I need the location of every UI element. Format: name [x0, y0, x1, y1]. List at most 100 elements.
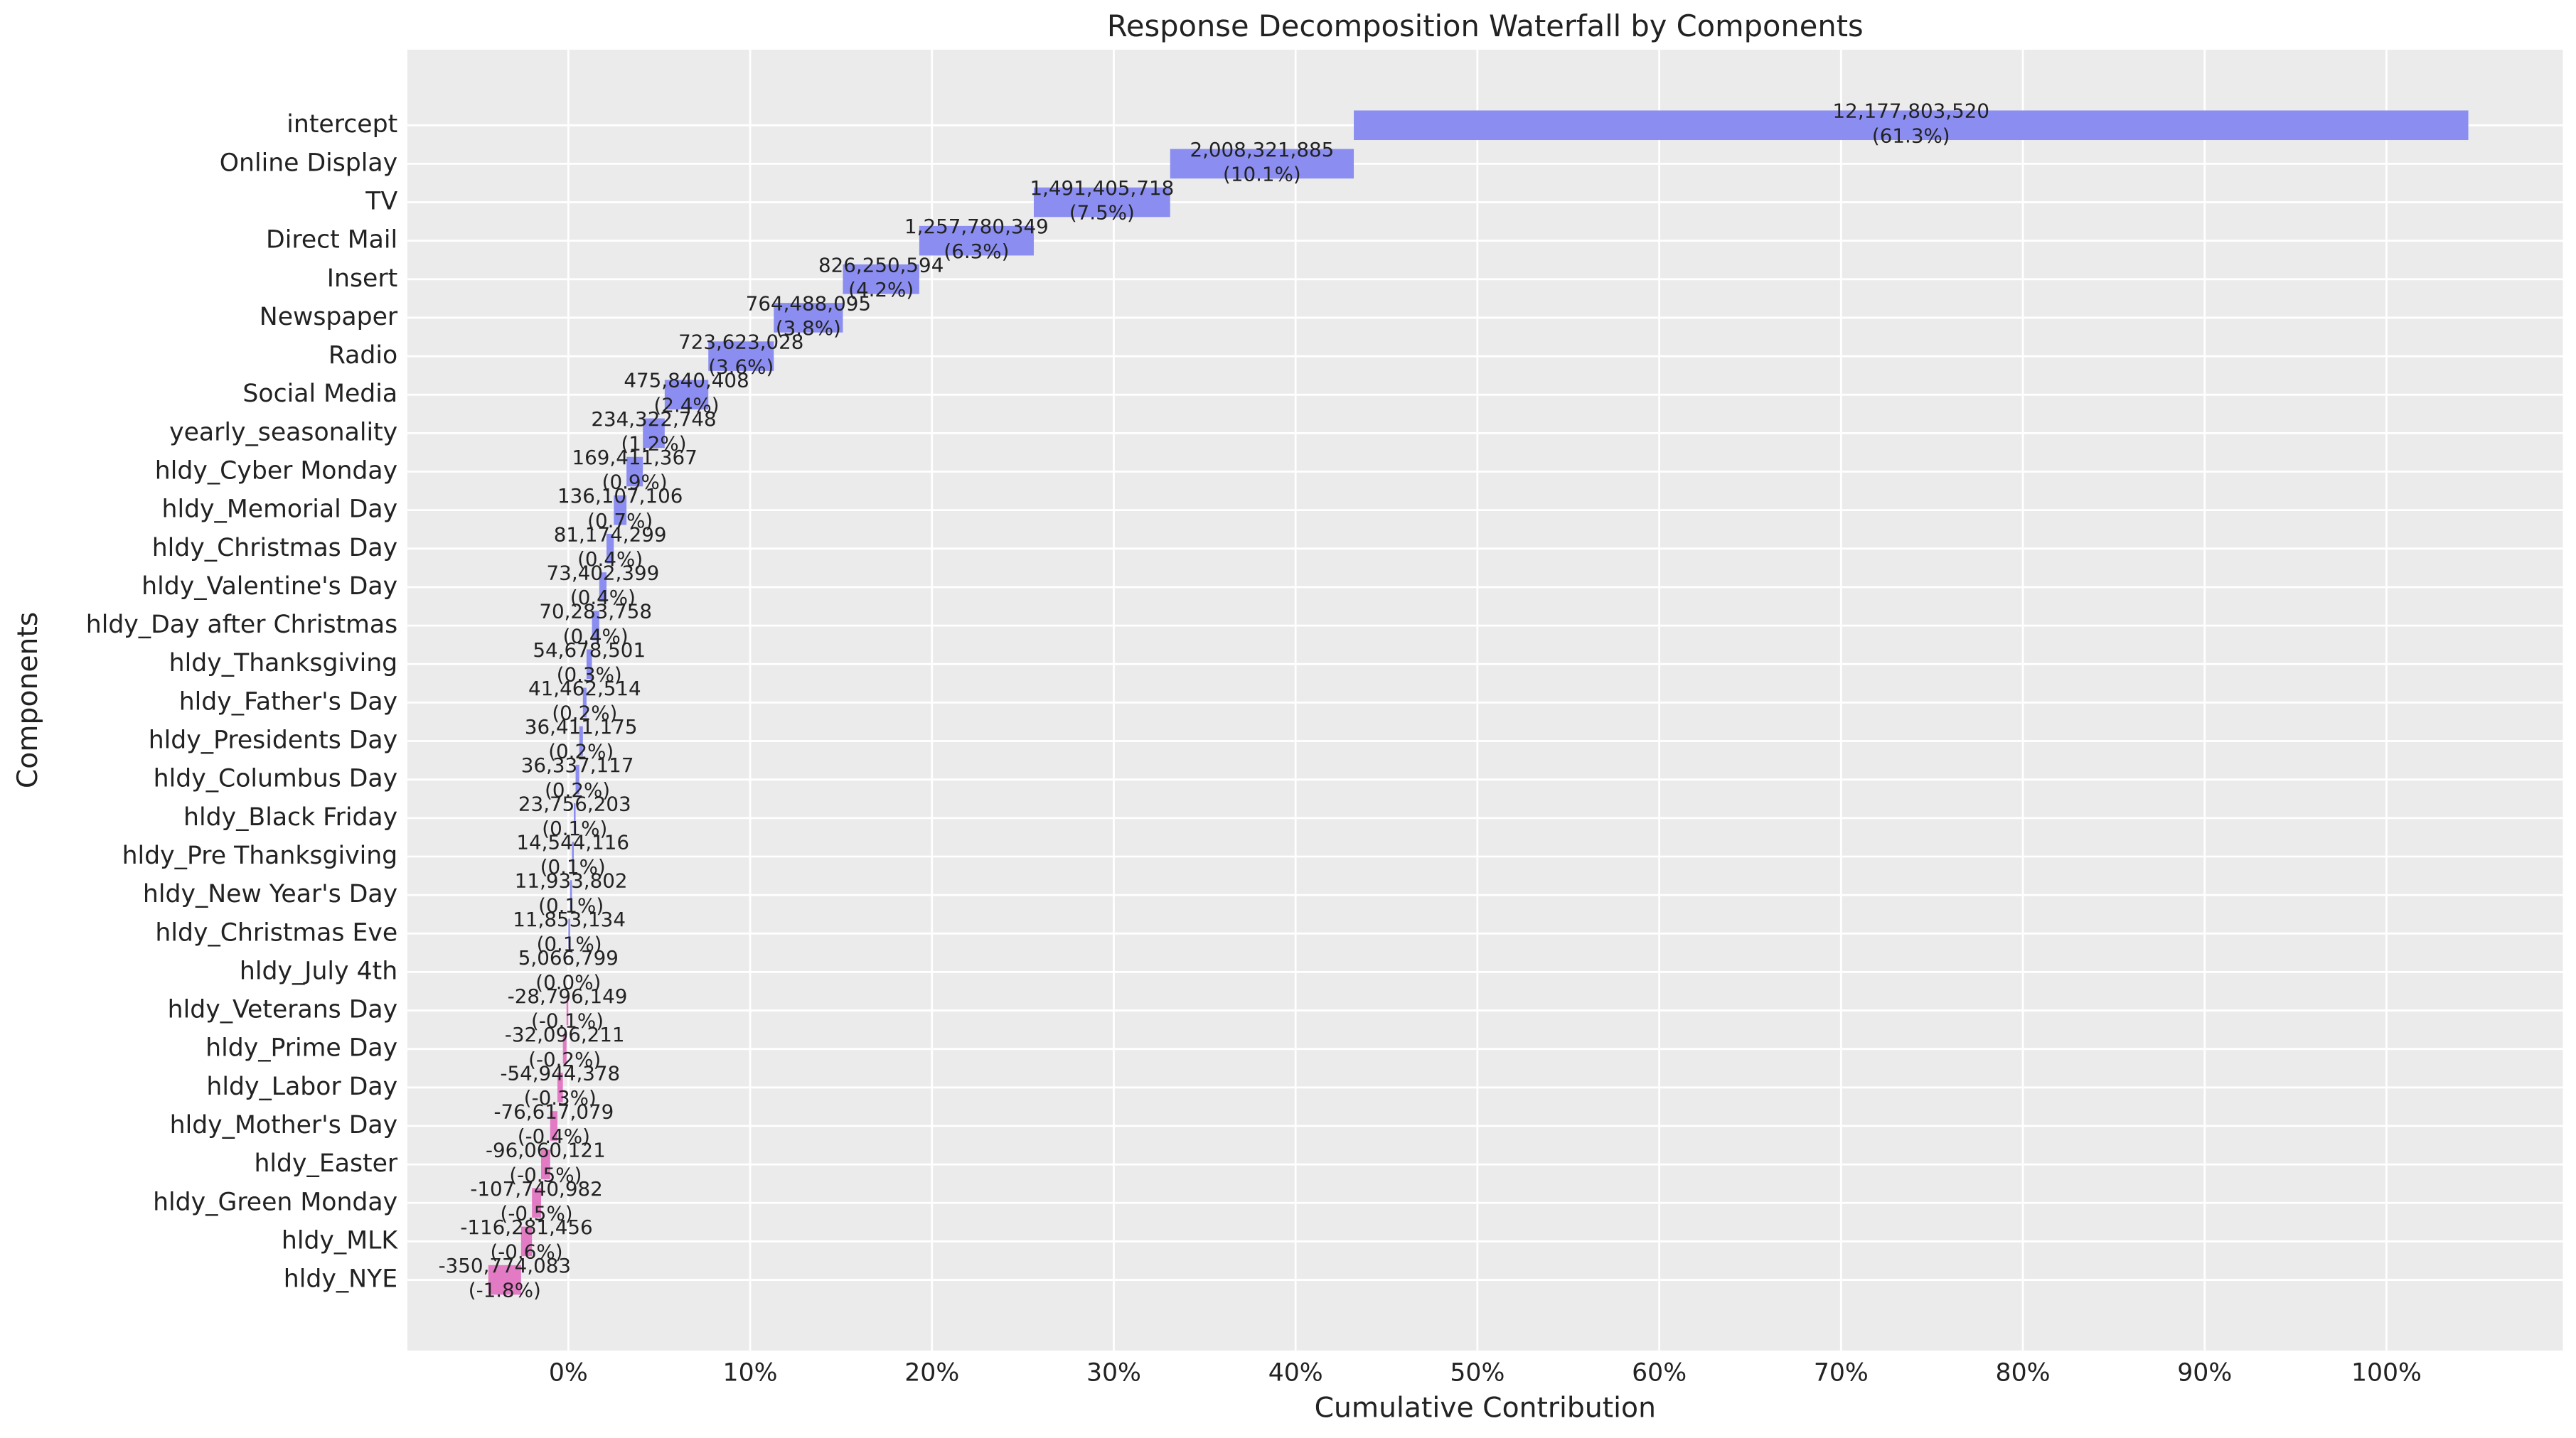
amount-label: -54,944,378	[500, 1061, 620, 1085]
value-label: (0.1%)	[540, 855, 606, 879]
amount-label: 70,283,758	[539, 600, 652, 623]
amount-label: -32,096,211	[505, 1023, 625, 1046]
bar	[570, 880, 572, 910]
y-tick-label: hldy_Christmas Day	[152, 534, 397, 562]
bar	[562, 1034, 567, 1064]
amount-label: 723,623,028	[678, 331, 803, 354]
marks: 12,177,803,520(61.3%) 2,008,321,885(10.1%…	[439, 100, 2469, 1302]
value-label: (-1.8%)	[469, 1279, 541, 1302]
bar	[550, 1111, 557, 1141]
amount-label: 14,544,116	[516, 830, 629, 854]
value-label: (1.2%)	[621, 432, 686, 456]
amount-label: 475,840,408	[624, 369, 749, 392]
amount-label: 764,488,095	[746, 291, 871, 315]
bar	[843, 264, 919, 294]
value-label: (61.3%)	[1872, 124, 1950, 147]
y-tick-label: hldy_Valentine's Day	[141, 572, 397, 601]
value-label: (0.4%)	[570, 586, 636, 609]
bar	[540, 1149, 550, 1179]
value-label: (0.2%)	[548, 740, 614, 763]
value-label: (2.4%)	[654, 393, 720, 417]
x-tick-label: 50%	[1450, 1358, 1505, 1387]
amount-label: 23,756,203	[518, 792, 631, 815]
amount-label: 11,853,134	[513, 908, 626, 931]
value-label: (0.7%)	[587, 509, 653, 532]
value-label: (0.2%)	[545, 778, 610, 802]
x-tick-label: 0%	[549, 1358, 588, 1387]
value-label: (7.5%)	[1069, 201, 1135, 225]
amount-label: 136,107,106	[557, 484, 683, 508]
x-tick-label: 70%	[1814, 1358, 1869, 1387]
value-label: (-0.3%)	[524, 1086, 597, 1110]
grid: 0% 10% 20% 30% 40% 50% 60% 70% 80% 90% 100% interce…	[86, 49, 2563, 1387]
bar	[1354, 110, 2469, 141]
bar	[606, 534, 614, 564]
y-tick-label: hldy_Mother's Day	[170, 1111, 398, 1139]
bar	[572, 842, 574, 871]
y-tick-label: hldy_New Year's Day	[143, 880, 397, 908]
amount-label: 81,174,299	[554, 522, 667, 546]
amount-label: 826,250,594	[818, 253, 944, 277]
y-axis-label: Components	[12, 612, 44, 788]
y-tick-label: hldy_Prime Day	[205, 1034, 397, 1063]
y-tick-label: hldy_Labor Day	[206, 1073, 397, 1101]
y-tick-label: hldy_Thanksgiving	[169, 649, 397, 677]
y-tick-label: hldy_Green Monday	[153, 1188, 397, 1216]
value-label: (0.9%)	[602, 471, 668, 494]
y-tick-label: hldy_Day after Christmas	[86, 611, 397, 639]
value-label: (0.4%)	[563, 624, 629, 648]
y-tick-label: hldy_MLK	[282, 1226, 399, 1255]
y-tick-label: hldy_Father's Day	[179, 687, 397, 716]
bar	[574, 803, 576, 833]
value-label: (-0.1%)	[531, 1009, 604, 1033]
value-label: (4.2%)	[848, 278, 914, 301]
bar	[575, 764, 579, 795]
amount-label: 234,322,748	[591, 407, 716, 431]
bar	[708, 341, 774, 371]
x-tick-label: 20%	[904, 1358, 959, 1387]
x-tick-label: 60%	[1632, 1358, 1687, 1387]
bar	[1033, 187, 1170, 218]
amount-label: 11,933,802	[515, 869, 628, 893]
amount-label: -116,281,456	[460, 1216, 592, 1239]
y-tick-label: Radio	[328, 341, 397, 370]
value-label: (-0.6%)	[490, 1240, 562, 1264]
y-tick-label: intercept	[287, 110, 397, 139]
amount-label: -107,740,982	[470, 1177, 602, 1201]
y-tick-label: yearly_seasonality	[169, 418, 397, 446]
bar	[532, 1188, 541, 1218]
value-label: (0.1%)	[542, 817, 607, 840]
bar	[586, 649, 592, 680]
value-label: (3.6%)	[708, 355, 774, 378]
y-tick-label: hldy_Veterans Day	[168, 996, 398, 1024]
x-tick-label: 90%	[2177, 1358, 2232, 1387]
bar	[488, 1265, 521, 1295]
value-label: (0.4%)	[577, 547, 643, 571]
y-tick-label: hldy_July 4th	[240, 957, 397, 985]
y-tick-label: hldy_Christmas Eve	[155, 918, 397, 947]
amount-label: -76,617,079	[494, 1100, 614, 1124]
value-label: (-0.5%)	[509, 1163, 582, 1186]
amount-label: 169,411,367	[572, 446, 697, 469]
bar	[626, 456, 643, 487]
bar	[664, 380, 709, 410]
y-tick-label: hldy_Pre Thanksgiving	[122, 842, 398, 870]
amount-label: 73,402,399	[547, 561, 660, 584]
x-tick-label: 80%	[1996, 1358, 2051, 1387]
value-label: (0.2%)	[552, 702, 617, 725]
value-label: (3.8%)	[776, 316, 841, 340]
y-tick-label: hldy_Columbus Day	[154, 765, 398, 793]
bar	[520, 1226, 533, 1257]
amount-label: 41,462,514	[528, 677, 641, 700]
x-tick-label: 100%	[2351, 1358, 2422, 1387]
x-axis-label: Cumulative Contribution	[1315, 1393, 1656, 1424]
amount-label: 2,008,321,885	[1190, 138, 1334, 161]
amount-label: 1,491,405,718	[1030, 176, 1174, 200]
x-tick-label: 30%	[1086, 1358, 1141, 1387]
bar	[566, 995, 569, 1026]
bar	[557, 1073, 563, 1102]
amount-label: -96,060,121	[486, 1139, 606, 1162]
y-tick-label: Insert	[327, 264, 397, 293]
